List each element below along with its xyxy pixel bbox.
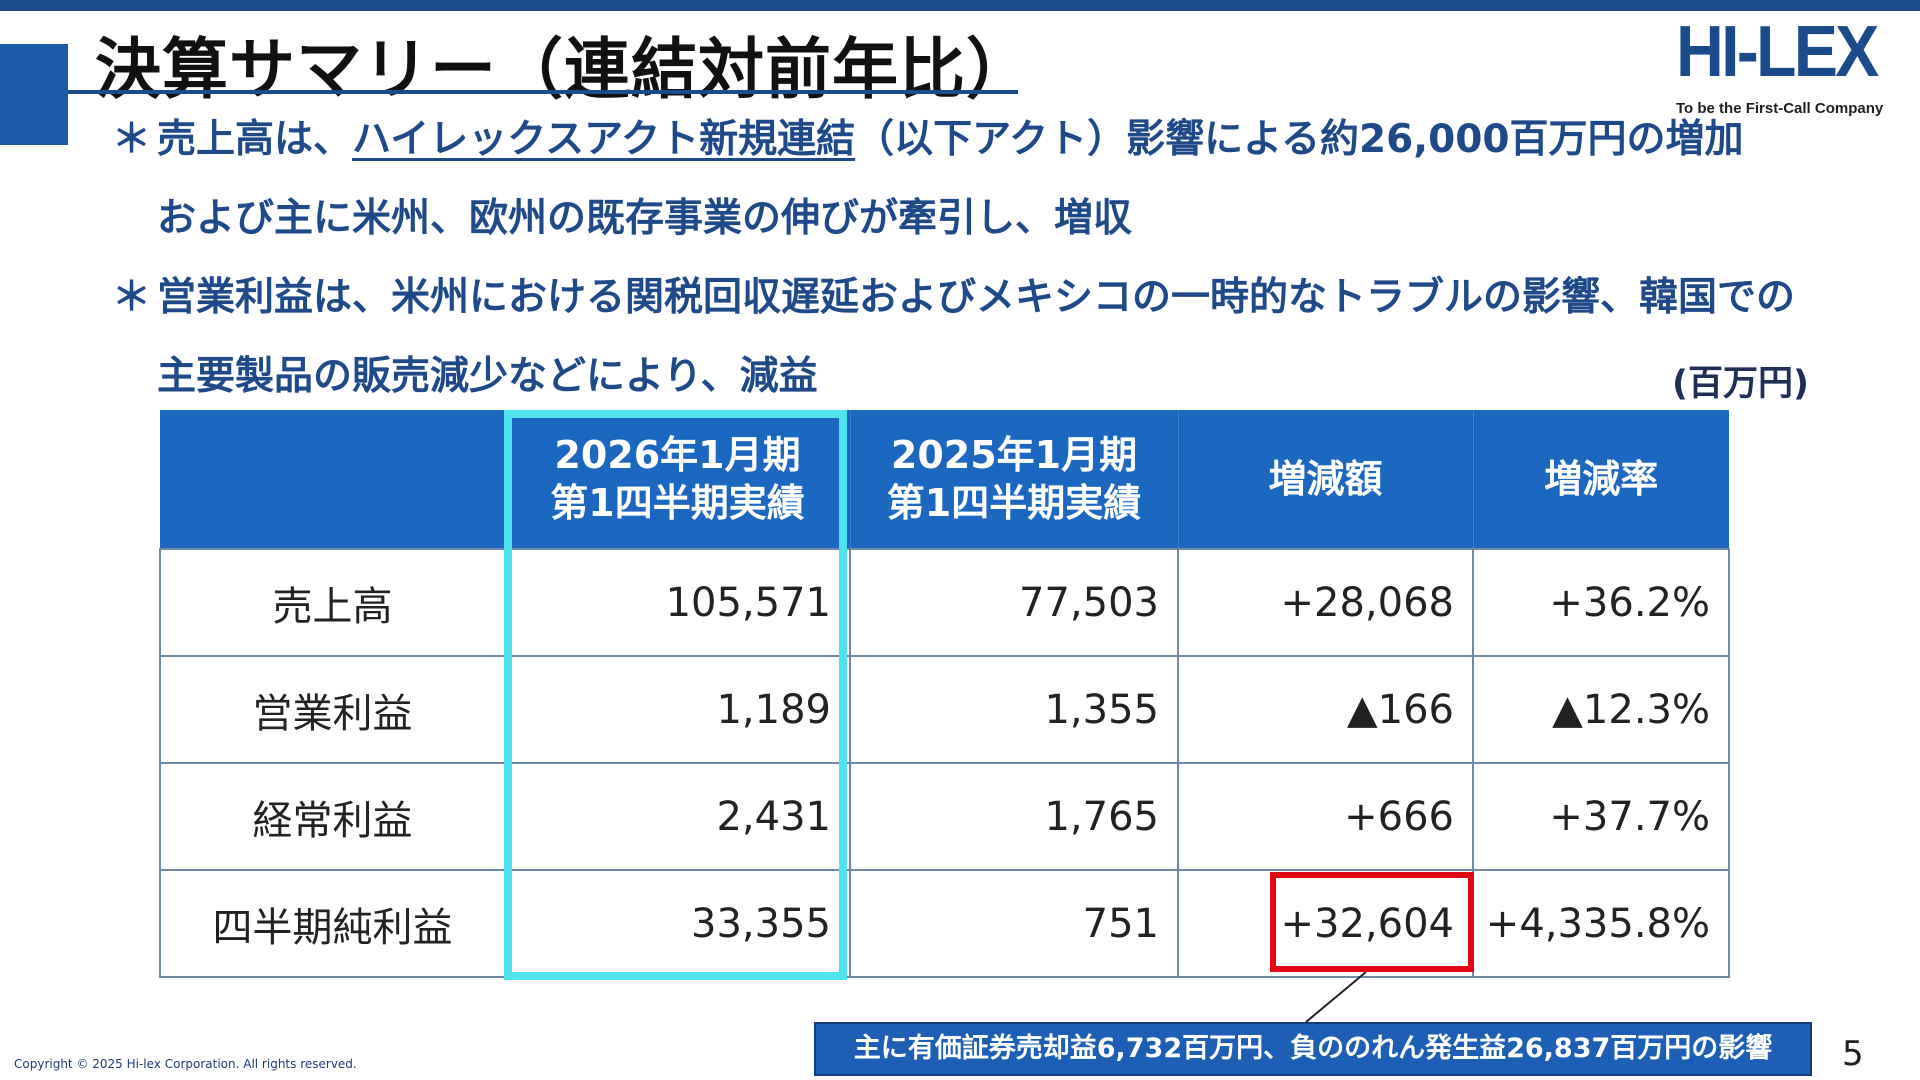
header-blank (160, 410, 505, 549)
row-label: 四半期純利益 (159, 869, 506, 978)
summary-bullets: ＊ 売上高は、ハイレックスアクト新規連結（以下アクト）影響による約26,000百… (112, 112, 1892, 428)
unit-label: (百万円) (1672, 364, 1809, 404)
current-value: 33,355 (504, 869, 851, 978)
bullet-2-line-1: ＊ 営業利益は、米州における関税回収遅延およびメキシコの一時的なトラブルの影響、… (112, 270, 1892, 349)
bullet-1-line-1: ＊ 売上高は、ハイレックスアクト新規連結（以下アクト）影響による約26,000百… (112, 112, 1892, 191)
bullet-1-underlined-term: ハイレックスアクト新規連結 (352, 117, 856, 162)
header-prior-period: 2025年1月期 第1四半期実績 (849, 410, 1178, 549)
table-row: 営業利益 1,189 1,355 ▲166 ▲12.3% (159, 655, 1730, 764)
slide-title: 決算サマリー（連結対前年比） (95, 31, 1033, 108)
rate-value: +37.7% (1472, 762, 1730, 871)
change-value: +28,068 (1177, 548, 1474, 657)
logo-wordmark: HI-LEX (1676, 12, 1879, 92)
current-value: 105,571 (504, 548, 851, 657)
table-row: 売上高 105,571 77,503 +28,068 +36.2% (159, 548, 1730, 657)
row-label: 売上高 (159, 548, 506, 657)
table-header-row: 2026年1月期 第1四半期実績 2025年1月期 第1四半期実績 増減額 増減率 (160, 410, 1729, 549)
table-row: 経常利益 2,431 1,765 +666 +37.7% (159, 762, 1730, 871)
prior-value: 77,503 (849, 548, 1179, 657)
prior-value: 1,355 (849, 655, 1179, 764)
rate-value: +4,335.8% (1472, 869, 1730, 978)
bullet-2-continuation: 主要製品の販売減少などにより、減益 (157, 354, 818, 399)
bullet-2-line-2: 主要製品の販売減少などにより、減益 (112, 349, 1892, 428)
change-value: +666 (1177, 762, 1474, 871)
prior-value: 1,765 (849, 762, 1179, 871)
title-underline (68, 90, 1018, 94)
logo-tagline: To be the First-Call Company (1676, 100, 1884, 117)
callout-note: 主に有価証券売却益6,732百万円、負ののれん発生益26,837百万円の影響 (814, 1022, 1812, 1076)
bullet-1-line-2: および主に米州、欧州の既存事業の伸びが牽引し、増収 (112, 191, 1892, 270)
bullet-2-text: 営業利益は、米州における関税回収遅延およびメキシコの一時的なトラブルの影響、韓国… (157, 275, 1796, 320)
top-accent-bar (0, 0, 1920, 11)
title-accent-block (0, 44, 68, 145)
current-period-highlight (504, 410, 847, 980)
row-label: 経常利益 (159, 762, 506, 871)
bullet-marker: ＊ (112, 275, 152, 320)
net-income-change-highlight (1270, 872, 1474, 972)
header-change-amount: 増減額 (1177, 410, 1473, 549)
results-table: 2026年1月期 第1四半期実績 2025年1月期 第1四半期実績 増減額 増減率 … (159, 410, 1730, 978)
current-value: 1,189 (504, 655, 851, 764)
rate-value: ▲12.3% (1472, 655, 1730, 764)
current-value: 2,431 (504, 762, 851, 871)
copyright-text: Copyright © 2025 Hi-lex Corporation. All… (14, 1057, 357, 1071)
company-logo: HI-LEX To be the First-Call Company (1676, 12, 1906, 117)
bullet-marker: ＊ (112, 117, 152, 162)
bullet-1-text-post: （以下アクト）影響による約26,000百万円の増加 (855, 117, 1744, 162)
header-current-period: 2026年1月期 第1四半期実績 (504, 410, 850, 549)
bullet-1-text-pre: 売上高は、 (157, 117, 353, 162)
row-label: 営業利益 (159, 655, 506, 764)
bullet-1-continuation: および主に米州、欧州の既存事業の伸びが牽引し、増収 (157, 196, 1133, 241)
page-number: 5 (1842, 1034, 1864, 1074)
header-change-rate: 増減率 (1472, 410, 1729, 549)
change-value: ▲166 (1177, 655, 1474, 764)
table-row: 四半期純利益 33,355 751 +32,604 +4,335.8% (159, 869, 1730, 978)
prior-value: 751 (849, 869, 1179, 978)
rate-value: +36.2% (1472, 548, 1730, 657)
